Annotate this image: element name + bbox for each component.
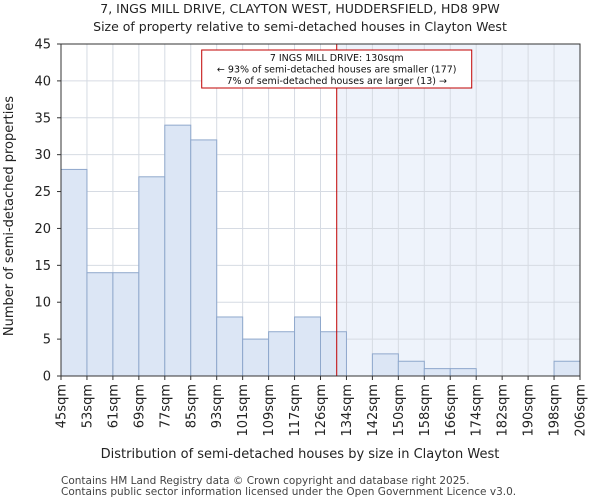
x-tick-label: 126sqm — [314, 384, 329, 437]
footer-line-2: Contains public sector information licen… — [61, 486, 516, 498]
x-tick-label: 182sqm — [496, 384, 511, 437]
x-axis-label: Distribution of semi-detached houses by … — [101, 447, 500, 462]
x-tick-label: 158sqm — [418, 384, 433, 437]
x-tick-label: 85sqm — [184, 384, 199, 428]
x-tick-label: 69sqm — [132, 384, 147, 428]
bar-85sqm — [190, 139, 218, 377]
y-tick-label: 20 — [34, 222, 51, 237]
annotation-line-2: ← 93% of semi-detached houses are smalle… — [217, 65, 457, 76]
y-tick-label: 30 — [34, 148, 51, 163]
bar-45sqm — [60, 168, 88, 377]
bar-150sqm — [397, 360, 425, 377]
bar-158sqm — [423, 368, 451, 377]
bar-166sqm — [449, 368, 477, 377]
x-tick-label: 134sqm — [340, 384, 355, 437]
y-tick-label: 15 — [34, 259, 51, 274]
bar-142sqm — [371, 353, 399, 377]
bar-101sqm — [242, 338, 270, 377]
y-tick-label: 40 — [34, 74, 51, 89]
x-tick-label: 206sqm — [574, 384, 589, 437]
plot-area: 0 5 10 15 20 25 30 35 40 45 45sqm 53sqm 61sqm 69sqm 77… — [34, 38, 588, 437]
x-tick-label: 190sqm — [522, 384, 537, 437]
y-tick-label: 10 — [34, 296, 51, 311]
x-tick-label: 117sqm — [288, 384, 303, 437]
bar-198sqm — [553, 360, 581, 377]
x-tick-label: 61sqm — [106, 384, 121, 428]
x-tick-label: 45sqm — [55, 384, 70, 428]
bar-109sqm — [268, 331, 296, 377]
bar-69sqm — [138, 176, 166, 377]
footer-line-1: Contains HM Land Registry data © Crown c… — [61, 475, 469, 487]
x-tick-label: 53sqm — [80, 384, 95, 428]
x-tick-label: 101sqm — [236, 384, 251, 437]
x-tick-label: 174sqm — [470, 384, 485, 437]
x-tick-label: 109sqm — [262, 384, 277, 437]
x-tick-label: 166sqm — [444, 384, 459, 437]
y-tick-label: 5 — [43, 333, 51, 348]
bar-117sqm — [294, 316, 321, 377]
x-tick-label: 150sqm — [392, 384, 407, 437]
y-axis-label: Number of semi-detached properties — [2, 96, 17, 336]
x-tick-label: 93sqm — [210, 384, 225, 428]
bar-126sqm — [320, 331, 347, 377]
y-tick-label: 45 — [34, 38, 51, 53]
chart-title: 7, INGS MILL DRIVE, CLAYTON WEST, HUDDER… — [100, 1, 500, 16]
bar-61sqm — [112, 272, 140, 377]
y-tick-label: 35 — [34, 111, 51, 126]
x-tick-label: 198sqm — [548, 384, 563, 437]
y-tick-label: 25 — [34, 185, 51, 200]
x-tick-label: 77sqm — [158, 384, 173, 428]
larger-region — [336, 44, 580, 376]
bar-53sqm — [86, 272, 114, 377]
bar-93sqm — [216, 316, 244, 377]
x-tick-label: 142sqm — [366, 384, 381, 437]
annotation-box — [201, 49, 473, 89]
bar-77sqm — [164, 124, 192, 377]
y-tick-label: 0 — [43, 370, 51, 385]
annotation-line-1: 7 INGS MILL DRIVE: 130sqm — [270, 53, 404, 64]
chart-subtitle: Size of property relative to semi-detach… — [93, 19, 507, 34]
annotation-line-3: 7% of semi-detached houses are larger (1… — [227, 76, 447, 87]
